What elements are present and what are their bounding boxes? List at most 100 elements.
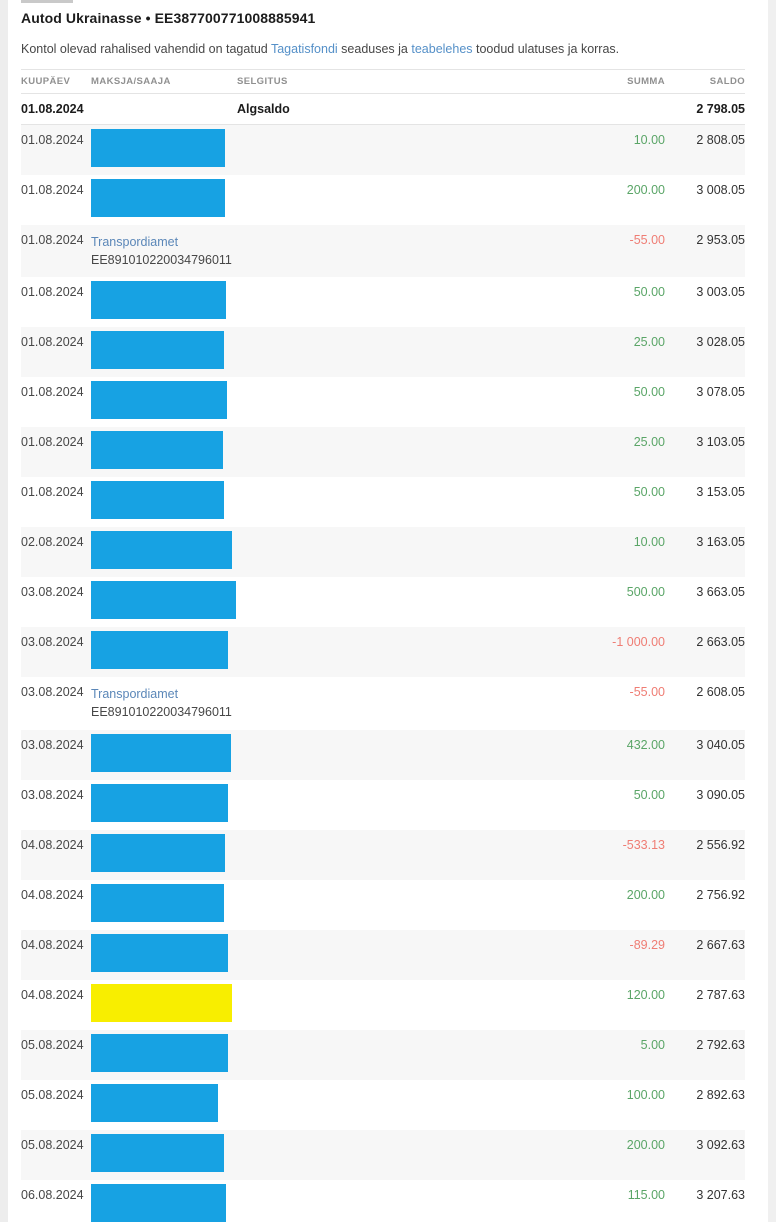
transaction-row[interactable]: 01.08.2024 50.00 3 153.05 [21,477,745,527]
transaction-row[interactable]: 01.08.2024 25.00 3 028.05 [21,327,745,378]
transaction-description [237,980,577,1030]
transaction-description [237,829,577,880]
transaction-payer-cell [91,1129,237,1180]
transaction-date: 03.08.2024 [21,585,84,600]
transaction-date: 01.08.2024 [21,427,91,478]
transaction-balance: 3 090.05 [696,787,745,802]
transaction-balance: 2 892.63 [696,1087,745,1102]
transaction-row[interactable]: 02.08.2024 10.00 3 163.05 [21,527,745,578]
transaction-row[interactable]: 03.08.2024 -1 000.00 2 663.05 [21,627,745,678]
transaction-row[interactable]: 03.08.2024 500.00 3 663.05 [21,577,745,627]
transaction-date: 06.08.2024 [21,1187,84,1202]
transaction-amount: -55.00 [629,685,665,700]
redacted-payer-box [91,1083,218,1122]
transaction-amount: 10.00 [577,124,665,175]
transaction-row[interactable]: 01.08.2024 200.00 3 008.05 [21,175,745,225]
transaction-description [237,527,577,578]
transaction-description [237,377,577,427]
transaction-description [237,1080,577,1130]
column-header-saldo: Saldo [665,69,745,94]
transaction-balance: 2 663.05 [665,627,745,678]
transaction-amount: 50.00 [633,385,665,400]
transaction-description [237,327,577,378]
transaction-balance: 2 756.92 [696,887,745,902]
transaction-amount: 100.00 [626,1087,665,1102]
transaction-date: 01.08.2024 [21,225,91,278]
redacted-payer-box [91,129,225,167]
opening-balance-date: 01.08.2024 [21,93,91,125]
transaction-payer-cell [91,929,237,980]
transaction-description [237,1180,577,1222]
scrollbar-track[interactable] [768,0,776,1222]
transaction-date: 01.08.2024 [21,327,91,378]
account-statement-page: Autod Ukrainasse • EE387700771008885941 … [8,0,768,1222]
transaction-payer-cell [91,980,237,1030]
transaction-row[interactable]: 01.08.2024 Transpordiamet EE891010220034… [21,225,745,278]
transaction-balance: 2 787.63 [696,987,745,1002]
transaction-date: 04.08.2024 [21,987,84,1002]
redacted-payer-box [91,1183,226,1222]
transaction-amount: -533.13 [577,829,665,880]
transaction-row[interactable]: 05.08.2024 100.00 2 892.63 [21,1080,745,1130]
transaction-date: 01.08.2024 [21,183,84,197]
transaction-amount: 50.00 [633,485,665,500]
transaction-amount: -1 000.00 [577,627,665,678]
column-header-date: Kuupäev [21,69,91,94]
transaction-amount: 10.00 [577,527,665,578]
transaction-row[interactable]: 01.08.2024 10.00 2 808.05 [21,124,745,175]
redacted-payer-box [91,281,226,320]
transaction-balance: 3 663.05 [696,585,745,600]
payer-name-link[interactable]: Transpordiamet [91,235,179,249]
payer-name-link[interactable]: Transpordiamet [91,687,179,702]
transaction-payer-cell [91,1180,237,1222]
transaction-date: 02.08.2024 [21,527,91,578]
transaction-date: 05.08.2024 [21,1087,84,1102]
transaction-amount: 200.00 [577,1129,665,1180]
transaction-row[interactable]: 04.08.2024 -89.29 2 667.63 [21,929,745,980]
opening-balance-row: 01.08.2024 Algsaldo 2 798.05 [21,93,745,125]
transaction-amount: 25.00 [577,327,665,378]
transaction-row[interactable]: 01.08.2024 50.00 3 003.05 [21,277,745,327]
transaction-date: 01.08.2024 [21,124,91,175]
transaction-balance: 3 040.05 [665,729,745,780]
transaction-row[interactable]: 03.08.2024 50.00 3 090.05 [21,780,745,830]
transaction-description [237,1029,577,1080]
transaction-row[interactable]: 05.08.2024 200.00 3 092.63 [21,1129,745,1180]
transaction-balance: 3 078.05 [696,385,745,400]
transaction-balance: 3 163.05 [665,527,745,578]
transaction-row[interactable]: 05.08.2024 5.00 2 792.63 [21,1029,745,1080]
transaction-row[interactable]: 04.08.2024 -533.13 2 556.92 [21,829,745,880]
transaction-payer-cell [91,527,237,578]
redacted-payer-box [91,381,227,420]
table-header-row: Kuupäev Maksja/saaja Selgitus Summa Sald… [21,69,745,94]
teabeleht-link[interactable]: teabelehes [411,42,473,56]
transaction-payer-cell [91,880,237,930]
transaction-row[interactable]: 04.08.2024 120.00 2 787.63 [21,980,745,1030]
transaction-date: 03.08.2024 [21,627,91,678]
transaction-payer-cell [91,277,237,327]
statement-table: Kuupäev Maksja/saaja Selgitus Summa Sald… [21,69,745,1222]
deposit-guarantee-notice: Kontol olevad rahalised vahendid on taga… [21,28,745,66]
transaction-row[interactable]: 01.08.2024 50.00 3 078.05 [21,377,745,427]
transaction-amount: -55.00 [577,225,665,278]
transaction-description [237,277,577,327]
transaction-row[interactable]: 03.08.2024 432.00 3 040.05 [21,729,745,780]
transaction-description [237,729,577,780]
transaction-balance: 2 667.63 [665,929,745,980]
redacted-payer-box [91,1033,228,1072]
transaction-description [237,677,577,729]
transaction-row[interactable]: 06.08.2024 115.00 3 207.63 [21,1180,745,1222]
transaction-payer-cell [91,577,237,627]
transaction-row[interactable]: 03.08.2024 Transpordiamet EE891010220034… [21,677,745,729]
transaction-description [237,627,577,678]
redacted-payer-box [91,1133,224,1172]
transaction-row[interactable]: 01.08.2024 25.00 3 103.05 [21,427,745,478]
payer-iban: EE891010220034796011 [91,705,232,720]
redacted-payer-box [91,833,225,872]
transaction-row[interactable]: 04.08.2024 200.00 2 756.92 [21,880,745,930]
transaction-description [237,780,577,830]
tagatisfond-link[interactable]: Tagatisfondi [270,42,338,56]
redacted-payer-box [91,581,236,620]
transaction-description [237,124,577,175]
redacted-payer-box [91,783,228,822]
